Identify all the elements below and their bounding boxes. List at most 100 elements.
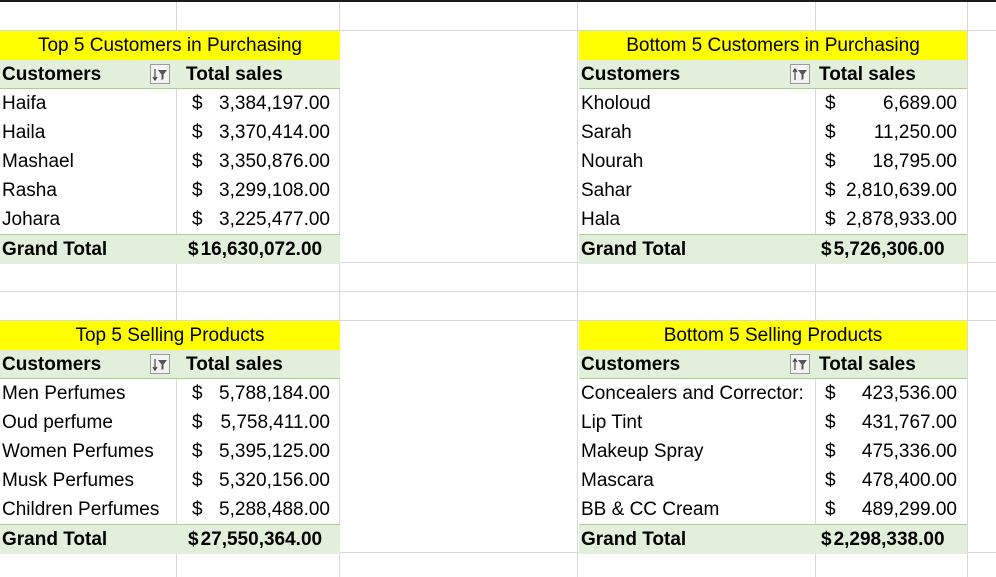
column-gridline xyxy=(967,2,968,577)
row-value[interactable]: $2,810,639.00 xyxy=(817,176,967,205)
grand-total-topline xyxy=(0,234,340,235)
row-label[interactable]: Rasha xyxy=(2,180,57,201)
currency-symbol: $ xyxy=(192,151,203,172)
currency-symbol: $ xyxy=(192,180,203,201)
row-value[interactable]: $3,225,477.00 xyxy=(184,205,340,234)
column-header-total-sales[interactable]: Total sales xyxy=(817,350,967,379)
sales-amount: 5,395,125.00 xyxy=(219,441,330,462)
column-gridline xyxy=(815,2,816,577)
grand-total-label[interactable]: Grand Total xyxy=(0,235,184,264)
row-value[interactable]: $475,336.00 xyxy=(817,437,967,466)
currency-symbol: $ xyxy=(825,93,836,114)
row-label[interactable]: Mascara xyxy=(581,470,654,491)
row-label[interactable]: Women Perfumes xyxy=(2,441,154,462)
grand-total-amount: 5,726,306.00 xyxy=(833,239,945,260)
column-header-total-sales[interactable]: Total sales xyxy=(817,60,967,89)
sort-ascending-filter-button[interactable] xyxy=(790,64,810,84)
grand-total-label[interactable]: Grand Total xyxy=(0,525,184,554)
grand-total-value[interactable]: $27,550,364.00 xyxy=(184,525,340,554)
sort-descending-filter-button[interactable] xyxy=(150,64,170,84)
row-value[interactable]: $5,758,411.00 xyxy=(184,408,340,437)
row-label[interactable]: Musk Perfumes xyxy=(2,470,134,491)
sales-amount: 5,758,411.00 xyxy=(220,412,330,433)
row-value[interactable]: $489,299.00 xyxy=(817,495,967,524)
row-label[interactable]: Concealers and Corrector: xyxy=(581,383,804,404)
row-label[interactable]: Johara xyxy=(2,209,61,230)
row-value[interactable]: $5,788,184.00 xyxy=(184,379,340,408)
grand-total-amount: 27,550,364.00 xyxy=(200,529,323,550)
row-value[interactable]: $6,689.00 xyxy=(817,89,967,118)
row-label[interactable]: Haifa xyxy=(2,93,47,114)
row-label[interactable]: Haila xyxy=(2,122,46,143)
currency-symbol: $ xyxy=(825,180,836,201)
column-gridline xyxy=(577,2,578,577)
currency-symbol: $ xyxy=(192,383,203,404)
row-label[interactable]: Makeup Spray xyxy=(581,441,704,462)
row-label[interactable]: Mashael xyxy=(2,151,74,172)
sort-ascending-filter-button[interactable] xyxy=(790,354,810,374)
row-value[interactable]: $431,767.00 xyxy=(817,408,967,437)
row-value[interactable]: $5,288,488.00 xyxy=(184,495,340,524)
currency-symbol: $ xyxy=(188,529,199,550)
row-value[interactable]: $3,350,876.00 xyxy=(184,147,340,176)
row-value[interactable]: $3,299,108.00 xyxy=(184,176,340,205)
row-label[interactable]: Lip Tint xyxy=(581,412,643,433)
row-label[interactable]: Hala xyxy=(581,209,621,230)
sales-amount: 3,350,876.00 xyxy=(219,151,330,172)
grand-total-topline xyxy=(579,524,967,525)
row-value[interactable]: $5,395,125.00 xyxy=(184,437,340,466)
pivot-title: Top 5 Selling Products xyxy=(0,321,340,350)
header-underline xyxy=(0,378,340,379)
sales-amount: 489,299.00 xyxy=(861,499,957,520)
sales-amount: 2,810,639.00 xyxy=(846,180,957,201)
column-header-customers[interactable]: Customers xyxy=(579,60,817,89)
currency-symbol: $ xyxy=(825,470,836,491)
row-value[interactable]: $2,878,933.00 xyxy=(817,205,967,234)
header-underline xyxy=(579,88,967,89)
row-value[interactable]: $18,795.00 xyxy=(817,147,967,176)
sales-amount: 423,536.00 xyxy=(861,383,957,404)
row-value[interactable]: $3,370,414.00 xyxy=(184,118,340,147)
column-header-total-sales[interactable]: Total sales xyxy=(184,60,340,89)
sales-amount: 5,788,184.00 xyxy=(219,383,330,404)
column-header-customers[interactable]: Customers xyxy=(579,350,817,379)
row-gridline xyxy=(0,320,996,321)
row-label[interactable]: Sahar xyxy=(581,180,632,201)
pivot-table: Bottom 5 Selling Products Customers Total … xyxy=(579,321,967,554)
sort-descending-filter-button[interactable] xyxy=(150,354,170,374)
grand-total-value[interactable]: $2,298,338.00 xyxy=(817,525,967,554)
header-underline xyxy=(579,378,967,379)
pivot-table: Top 5 Selling Products Customers Total sal… xyxy=(0,321,340,554)
grand-total-value[interactable]: $5,726,306.00 xyxy=(817,235,967,264)
row-label[interactable]: Men Perfumes xyxy=(2,383,126,404)
currency-symbol: $ xyxy=(825,441,836,462)
currency-symbol: $ xyxy=(825,412,836,433)
currency-symbol: $ xyxy=(192,122,203,143)
grand-total-label[interactable]: Grand Total xyxy=(579,235,817,264)
row-label[interactable]: Sarah xyxy=(581,122,632,143)
currency-symbol: $ xyxy=(192,499,203,520)
column-header-customers[interactable]: Customers xyxy=(0,60,184,89)
grand-total-value[interactable]: $16,630,072.00 xyxy=(184,235,340,264)
row-value[interactable]: $5,320,156.00 xyxy=(184,466,340,495)
row-value[interactable]: $3,384,197.00 xyxy=(184,89,340,118)
row-label[interactable]: Oud perfume xyxy=(2,412,113,433)
row-gridline xyxy=(0,30,996,31)
row-label[interactable]: Kholoud xyxy=(581,93,651,114)
currency-symbol: $ xyxy=(192,441,203,462)
grand-total-label[interactable]: Grand Total xyxy=(579,525,817,554)
row-gridline xyxy=(0,552,996,553)
column-gridline xyxy=(339,2,340,577)
sales-amount: 3,370,414.00 xyxy=(219,122,330,143)
row-label[interactable]: Children Perfumes xyxy=(2,499,160,520)
row-value[interactable]: $478,400.00 xyxy=(817,466,967,495)
row-label[interactable]: BB & CC Cream xyxy=(581,499,720,520)
row-value[interactable]: $423,536.00 xyxy=(817,379,967,408)
currency-symbol: $ xyxy=(825,122,836,143)
row-label[interactable]: Nourah xyxy=(581,151,644,172)
column-header-total-sales[interactable]: Total sales xyxy=(184,350,340,379)
sales-amount: 5,288,488.00 xyxy=(219,499,330,520)
currency-symbol: $ xyxy=(821,239,832,260)
row-value[interactable]: $11,250.00 xyxy=(817,118,967,147)
